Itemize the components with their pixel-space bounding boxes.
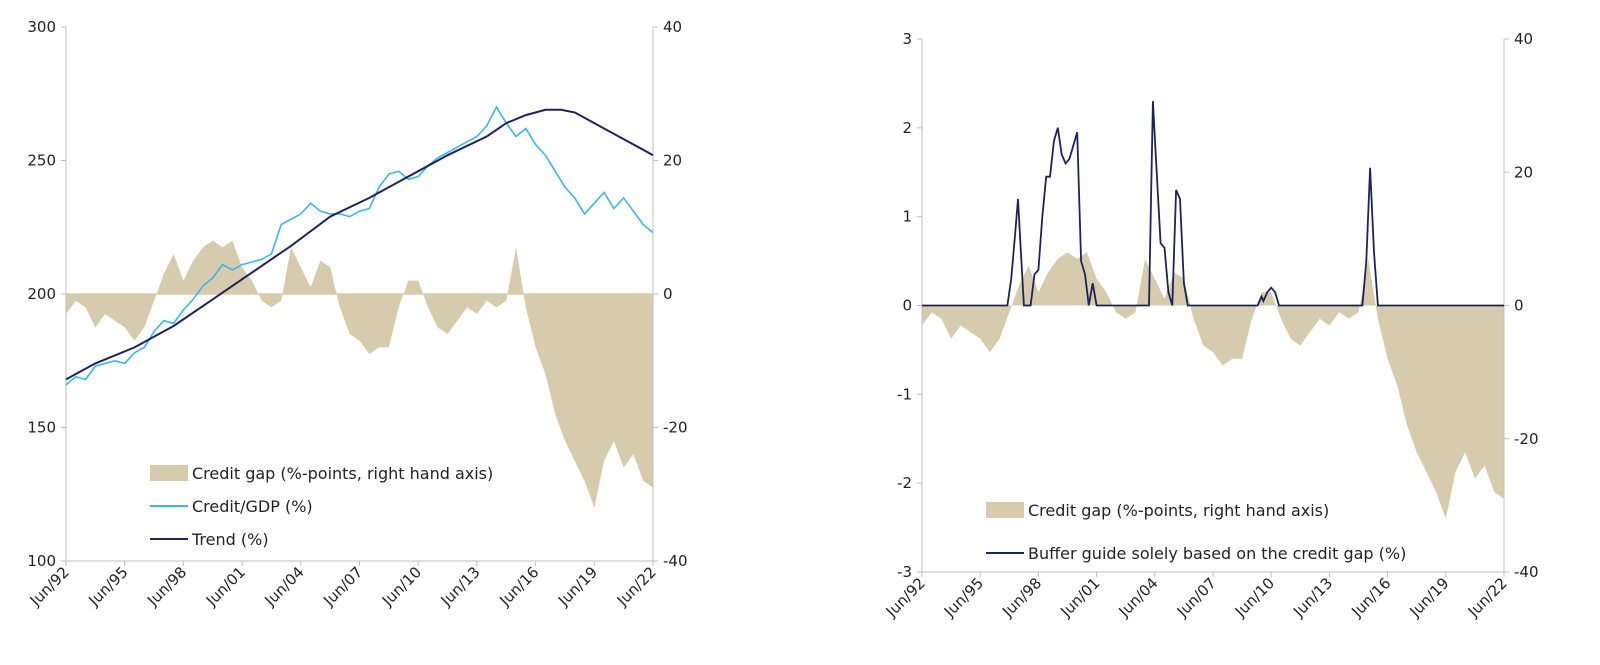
- right-buffer-guide-line: [922, 101, 1504, 307]
- x-tick-label: Jun/22: [613, 563, 660, 610]
- x-tick-label: Jun/98: [143, 563, 190, 610]
- y2-tick-label: 40: [663, 18, 682, 36]
- y-tick-label: 250: [27, 152, 56, 170]
- x-tick-label: Jun/10: [378, 563, 425, 610]
- y-tick-label: 100: [27, 552, 56, 570]
- x-tick-label: Jun/16: [495, 563, 542, 610]
- x-tick-label: Jun/01: [202, 563, 249, 610]
- legend-credit-gap-swatch-2: [986, 502, 1024, 518]
- left-chart: 100 150 200 250 300 -40 -20 0 20 40 Jun/92 Jun/95…: [26, 18, 688, 610]
- x-tick-label: Jun/95: [940, 574, 987, 621]
- legend-credit-gap-label-2: Credit gap (%-points, right hand axis): [1028, 501, 1329, 520]
- left-legend: Credit gap (%-points, right hand axis) C…: [150, 464, 493, 549]
- left-y-axis-ticks: 100 150 200 250 300: [27, 18, 66, 570]
- x-tick-label: Jun/22: [1464, 574, 1511, 621]
- y2-tick-label: -40: [663, 552, 688, 570]
- y-tick-label: 300: [27, 18, 56, 36]
- x-tick-label: Jun/95: [84, 563, 131, 610]
- left-y2-axis-ticks: -40 -20 0 20 40: [653, 18, 688, 570]
- y-tick-label: 150: [27, 419, 56, 437]
- left-trend-line: [65, 108, 654, 381]
- x-tick-label: Jun/19: [1406, 574, 1453, 621]
- right-chart: -3 -2 -1 0 1 2 3 -40 -20 0 20 40 Jun/92 Jun/95 Jun/9…: [882, 30, 1539, 621]
- y-tick-label: 3: [902, 30, 912, 48]
- x-tick-label: Jun/92: [26, 563, 73, 610]
- legend-trend-label: Trend (%): [191, 530, 269, 549]
- y-tick-label: 0: [902, 297, 912, 315]
- y-tick-label: -2: [897, 474, 912, 492]
- right-y2-axis-ticks: -40 -20 0 20 40: [1504, 30, 1539, 581]
- y2-tick-label: 0: [663, 285, 673, 303]
- y2-tick-label: 0: [1514, 297, 1524, 315]
- legend-credit-gap-label: Credit gap (%-points, right hand axis): [192, 464, 493, 483]
- y2-tick-label: 20: [663, 152, 682, 170]
- y-tick-label: 2: [902, 119, 912, 137]
- x-tick-label: Jun/07: [319, 563, 366, 610]
- x-tick-label: Jun/13: [437, 563, 484, 610]
- y-tick-label: 1: [902, 208, 912, 226]
- x-tick-label: Jun/01: [1056, 574, 1103, 621]
- x-tick-label: Jun/98: [998, 574, 1045, 621]
- x-tick-label: Jun/04: [261, 563, 308, 610]
- x-tick-label: Jun/04: [1115, 574, 1162, 621]
- y-tick-label: -1: [897, 385, 912, 403]
- x-tick-label: Jun/13: [1289, 574, 1336, 621]
- right-legend: Credit gap (%-points, right hand axis) B…: [986, 501, 1406, 563]
- y2-tick-label: 40: [1514, 30, 1533, 48]
- legend-buffer-guide-label: Buffer guide solely based on the credit …: [1028, 544, 1406, 563]
- y-tick-label: 200: [27, 285, 56, 303]
- y-tick-label: -3: [897, 563, 912, 581]
- right-y-axis-ticks: -3 -2 -1 0 1 2 3: [897, 30, 922, 581]
- x-tick-label: Jun/19: [554, 563, 601, 610]
- y2-tick-label: -40: [1514, 563, 1539, 581]
- left-x-axis-ticks: Jun/92 Jun/95 Jun/98 Jun/01 Jun/04 Jun/07 Jun/…: [26, 561, 660, 610]
- legend-credit-gap-swatch: [150, 465, 188, 481]
- x-tick-label: Jun/16: [1347, 574, 1394, 621]
- left-credit-gdp-line: [65, 105, 654, 386]
- right-x-axis-ticks: Jun/92 Jun/95 Jun/98 Jun/01 Jun/04 Jun/07 Jun/…: [882, 572, 1511, 621]
- y2-tick-label: 20: [1514, 163, 1533, 181]
- x-tick-label: Jun/07: [1173, 574, 1220, 621]
- y2-tick-label: -20: [1514, 430, 1539, 448]
- y2-tick-label: -20: [663, 419, 688, 437]
- x-tick-label: Jun/92: [882, 574, 929, 621]
- legend-credit-gdp-label: Credit/GDP (%): [192, 497, 313, 516]
- x-tick-label: Jun/10: [1231, 574, 1278, 621]
